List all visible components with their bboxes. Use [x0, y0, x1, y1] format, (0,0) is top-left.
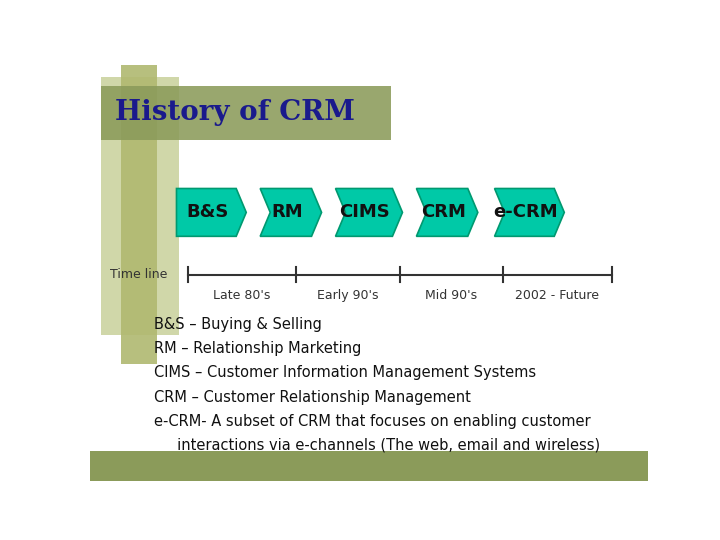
Text: CRM – Customer Relationship Management: CRM – Customer Relationship Management — [154, 389, 471, 404]
Text: 2002 - Future: 2002 - Future — [515, 289, 599, 302]
Bar — [101, 77, 179, 335]
Polygon shape — [260, 188, 322, 237]
Text: Early 90's: Early 90's — [317, 289, 379, 302]
Text: B&S: B&S — [186, 204, 228, 221]
Text: History of CRM: History of CRM — [115, 99, 355, 126]
Bar — [101, 85, 392, 140]
Bar — [121, 57, 157, 364]
Polygon shape — [176, 188, 246, 237]
Text: interactions via e-channels (The web, email and wireless): interactions via e-channels (The web, em… — [154, 438, 600, 453]
Polygon shape — [336, 188, 402, 237]
Bar — [90, 451, 648, 481]
Text: B&S – Buying & Selling: B&S – Buying & Selling — [154, 317, 322, 332]
Text: CIMS: CIMS — [340, 204, 390, 221]
Text: RM – Relationship Marketing: RM – Relationship Marketing — [154, 341, 361, 356]
Text: RM: RM — [271, 204, 303, 221]
Text: CRM: CRM — [421, 204, 466, 221]
Text: CIMS – Customer Information Management Systems: CIMS – Customer Information Management S… — [154, 366, 536, 380]
Text: e-CRM- A subset of CRM that focuses on enabling customer: e-CRM- A subset of CRM that focuses on e… — [154, 414, 591, 429]
Text: e-CRM: e-CRM — [493, 204, 557, 221]
Polygon shape — [495, 188, 564, 237]
Text: Late 80's: Late 80's — [213, 289, 271, 302]
Text: Time line: Time line — [110, 268, 168, 281]
Polygon shape — [416, 188, 478, 237]
Text: Mid 90's: Mid 90's — [425, 289, 477, 302]
